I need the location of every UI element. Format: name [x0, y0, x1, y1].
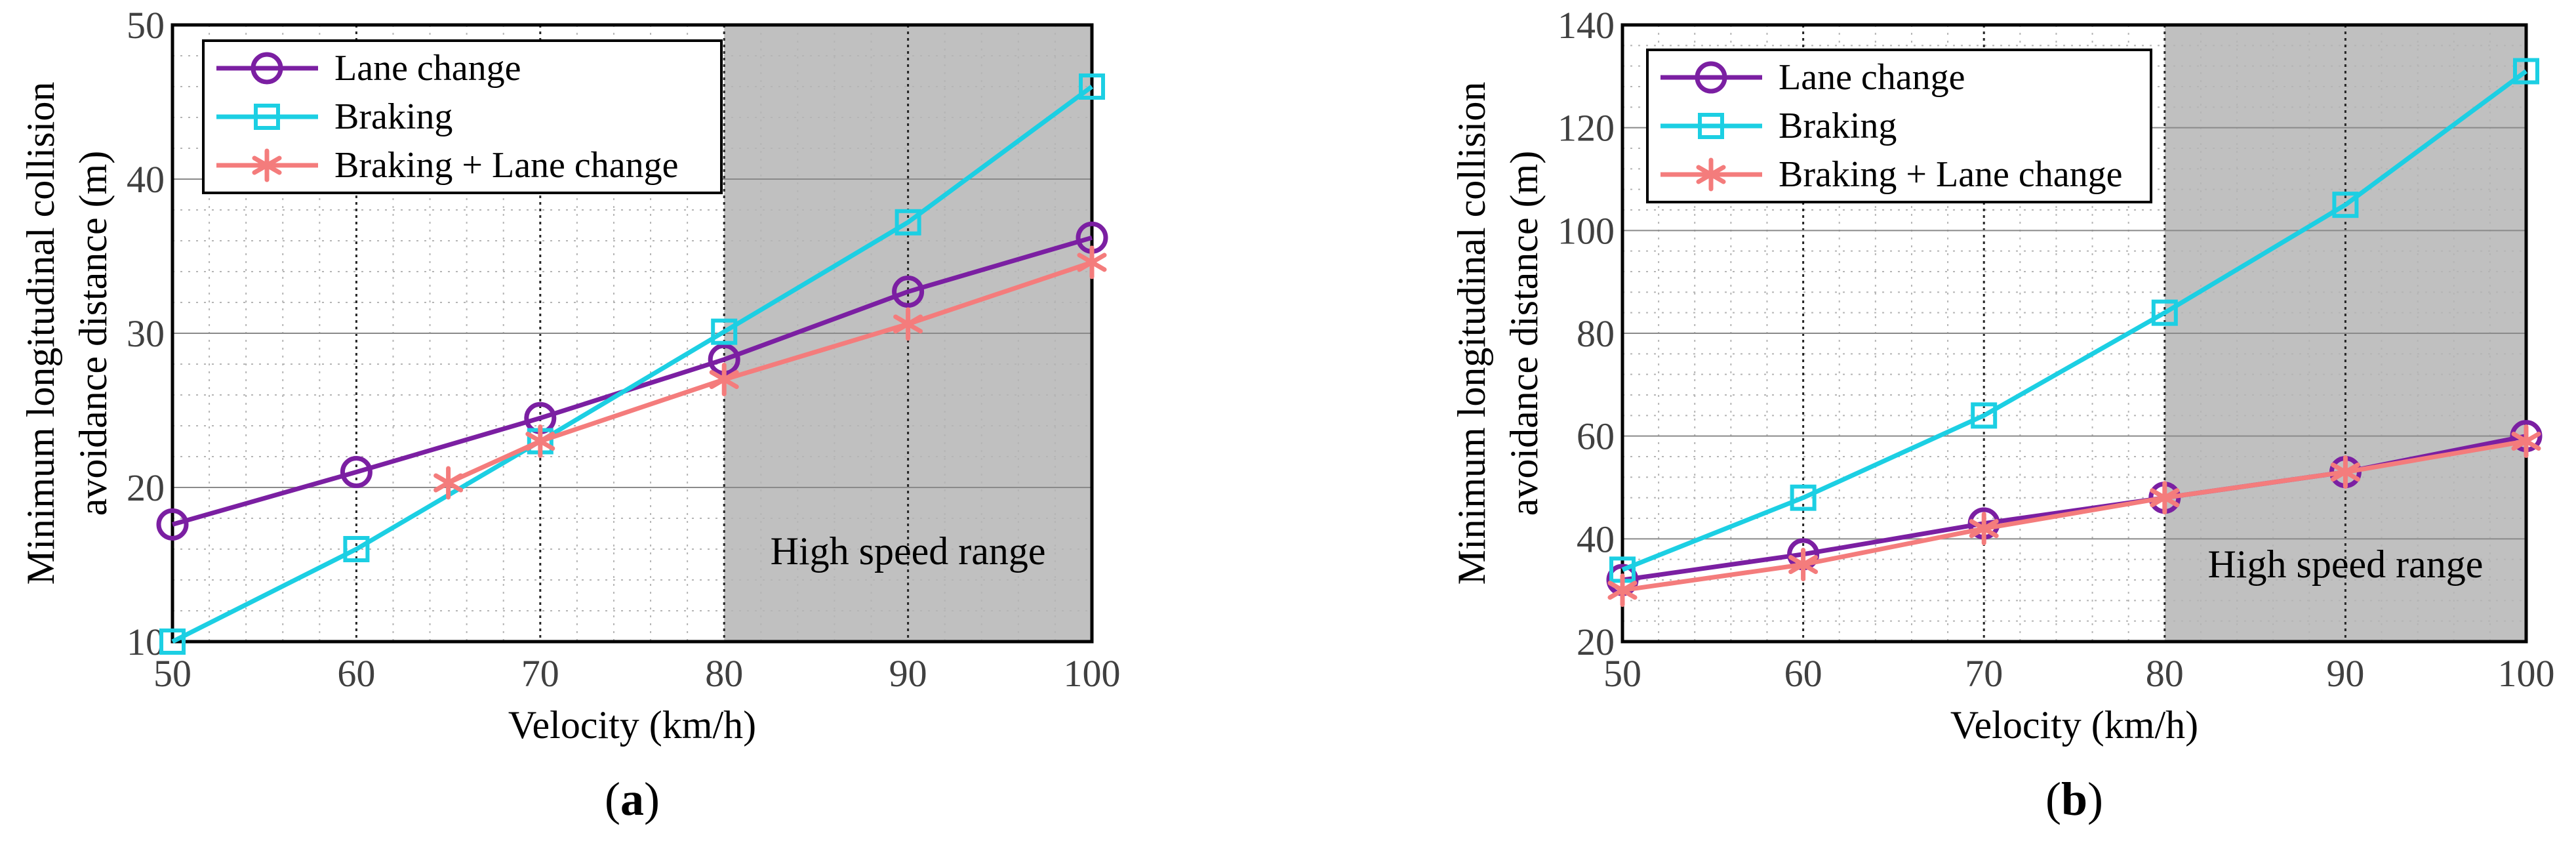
data-point-braking-lane-change: [525, 424, 555, 458]
x-axis-label: Velocity (km/h): [1950, 703, 2198, 747]
data-point-lane-change: [156, 508, 189, 541]
legend-item: Braking: [1660, 106, 1897, 146]
series-line-braking: [171, 85, 1094, 644]
legend-item: Braking + Lane change: [1660, 154, 2122, 195]
y-tick-label: 50: [127, 4, 165, 47]
legend: Lane change Braking Braking + Lane change: [202, 39, 723, 194]
data-point-braking: [1971, 402, 1998, 429]
legend-item: Lane change: [1660, 57, 1965, 98]
data-point-braking-lane-change: [433, 466, 464, 500]
data-point-braking-lane-change: [709, 363, 739, 396]
legend: Lane change Braking Braking + Lane change: [1646, 49, 2152, 203]
data-point-braking-lane-change: [1788, 548, 1819, 581]
data-point-braking-lane-change: [893, 307, 923, 341]
x-tick-label: 100: [1064, 652, 1121, 695]
y-tick-label: 80: [1577, 312, 1615, 355]
region-label: High speed range: [771, 529, 1046, 573]
x-tick-label: 80: [2146, 652, 2184, 695]
data-point-lane-change: [340, 456, 372, 488]
x-axis-label: Velocity (km/h): [508, 703, 756, 747]
data-point-braking: [895, 209, 921, 236]
legend-marker: [254, 104, 280, 130]
series-line-braking-lane-change: [1622, 439, 2527, 593]
legend-marker: [1696, 157, 1726, 192]
data-point-braking: [2151, 299, 2178, 326]
legend-marker: [251, 52, 283, 85]
y-axis-label: avoidance distance (m): [71, 151, 115, 516]
x-tick-label: 60: [1784, 652, 1822, 695]
legend-label: Lane change: [334, 48, 521, 89]
x-tick-label: 90: [889, 652, 927, 695]
chart-panel-a: 50 60 70 80 90 100 10 20 30 40 50 Velocity (km/h) Mi…: [19, 4, 1121, 825]
y-tick-label: 40: [1577, 518, 1615, 560]
y-axis-label: avoidance distance (m): [1502, 151, 1546, 516]
legend-marker: [1698, 113, 1724, 139]
panel-label: (a): [605, 773, 660, 825]
data-point-braking-lane-change: [2150, 481, 2180, 515]
series-line-braking: [1621, 69, 2528, 572]
data-point-braking: [1790, 484, 1817, 511]
x-tick-label: 100: [2498, 652, 2555, 695]
data-point-braking: [343, 536, 370, 562]
legend-label: Braking + Lane change: [334, 145, 678, 186]
x-tick-label: 80: [705, 652, 743, 695]
chart-panel-b: 50 60 70 80 90 100 20 40 60 80 100 120 140 Velocity (…: [1450, 4, 2555, 825]
x-tick-label: 90: [2326, 652, 2364, 695]
legend-item: Braking: [216, 96, 453, 137]
legend-label: Lane change: [1779, 57, 1965, 98]
x-tick-label: 70: [1965, 652, 2003, 695]
data-point-braking-lane-change: [1969, 512, 1999, 546]
y-tick-label: 40: [127, 158, 165, 201]
y-axis-label: Minimum longitudinal collision: [1450, 82, 1493, 585]
x-tick-label: 70: [521, 652, 559, 695]
data-point-braking: [2332, 192, 2359, 218]
axes-frame: [1620, 23, 2528, 644]
x-tick-label: 60: [337, 652, 375, 695]
data-point-braking: [1079, 73, 1105, 100]
y-tick-label: 60: [1577, 415, 1615, 458]
data-point-lane-change: [892, 276, 925, 308]
y-tick-label: 30: [127, 312, 165, 355]
y-tick-label: 100: [1558, 209, 1615, 252]
data-point-braking-lane-change: [1607, 573, 1638, 608]
axes-frame: [171, 23, 1094, 644]
data-point-braking: [711, 318, 738, 345]
y-tick-label: 120: [1558, 107, 1615, 150]
legend-item: Lane change: [216, 48, 521, 89]
legend-marker: [252, 148, 282, 182]
data-point-braking-lane-change: [1077, 245, 1107, 279]
y-tick-label: 20: [1577, 621, 1615, 663]
data-point-braking-lane-change: [2511, 424, 2541, 458]
legend-label: Braking + Lane change: [1779, 154, 2122, 195]
legend-label: Braking: [1779, 106, 1897, 146]
x-tick-label: 50: [1603, 652, 1641, 695]
panel-label: (b): [2045, 773, 2103, 825]
data-point-braking-lane-change: [2330, 455, 2360, 489]
y-axis-label: Minimum longitudinal collision: [19, 82, 62, 585]
region-label: High speed range: [2207, 543, 2483, 586]
data-point-braking: [159, 629, 186, 655]
y-tick-label: 140: [1558, 4, 1615, 47]
x-tick-label: 50: [153, 652, 191, 695]
y-tick-label: 20: [127, 466, 165, 509]
y-tick-label: 10: [127, 621, 165, 663]
legend-label: Braking: [334, 96, 453, 137]
legend-marker: [1695, 61, 1727, 94]
data-point-braking: [2513, 58, 2539, 85]
legend-item: Braking + Lane change: [216, 145, 678, 186]
